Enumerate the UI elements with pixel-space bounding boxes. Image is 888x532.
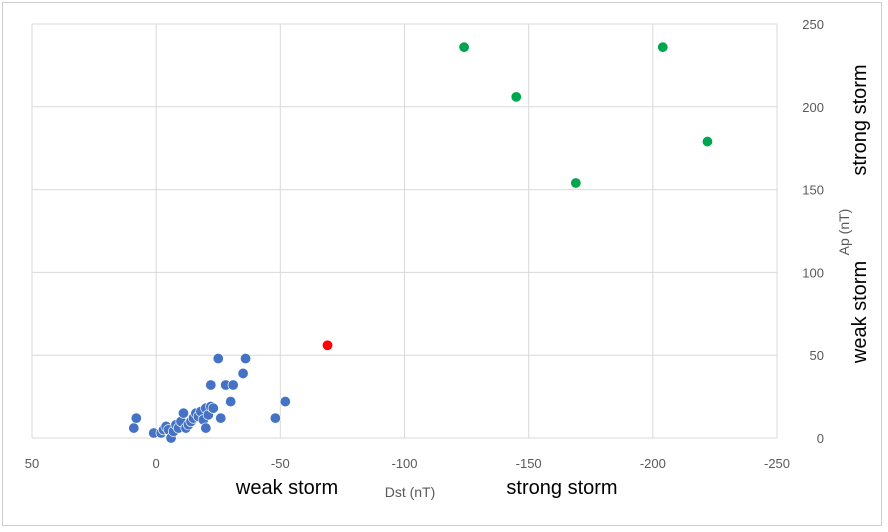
x-tick-label: 50 [25,456,39,471]
data-point [237,367,249,379]
x-axis-tick-labels: 50 0 -50 -100 -150 -200 -250 [25,456,790,471]
data-point [200,422,212,434]
data-point [212,353,224,365]
x-axis-title: Dst (nT) [385,484,436,500]
data-point [458,41,470,53]
data-point [128,422,140,434]
data-point [240,353,252,365]
y-annotation-weak-storm: weak storm [849,261,871,364]
y-tick-label: 50 [810,348,824,363]
data-point [657,41,669,53]
y-axis-title: Ap (nT) [836,209,852,256]
data-point [205,379,217,391]
data-point [215,412,227,424]
y-annotation-strong-storm: strong storm [849,64,871,175]
data-point [225,396,237,408]
y-tick-label: 0 [817,431,824,446]
data-point [279,396,291,408]
x-tick-label: -50 [271,456,290,471]
data-point [322,339,334,351]
y-tick-label: 250 [802,17,824,32]
data-point [269,412,281,424]
data-point [570,177,582,189]
data-point [130,412,142,424]
data-point [701,136,713,148]
x-tick-label: 0 [153,456,160,471]
data-point [510,91,522,103]
y-tick-label: 100 [802,265,824,280]
y-tick-label: 200 [802,100,824,115]
x-annotation-weak-storm: weak storm [235,477,338,499]
y-axis-tick-labels: 0 50 100 150 200 250 [802,17,824,446]
x-tick-label: -100 [391,456,417,471]
data-points [128,41,713,444]
x-tick-label: -150 [516,456,542,471]
data-point [227,379,239,391]
gridlines [31,23,778,439]
x-annotation-strong-storm: strong storm [506,477,617,499]
chart-area [2,2,882,526]
x-tick-label: -250 [764,456,790,471]
x-tick-label: -200 [640,456,666,471]
y-tick-label: 150 [802,183,824,198]
data-point [207,402,219,414]
data-point [177,407,189,419]
